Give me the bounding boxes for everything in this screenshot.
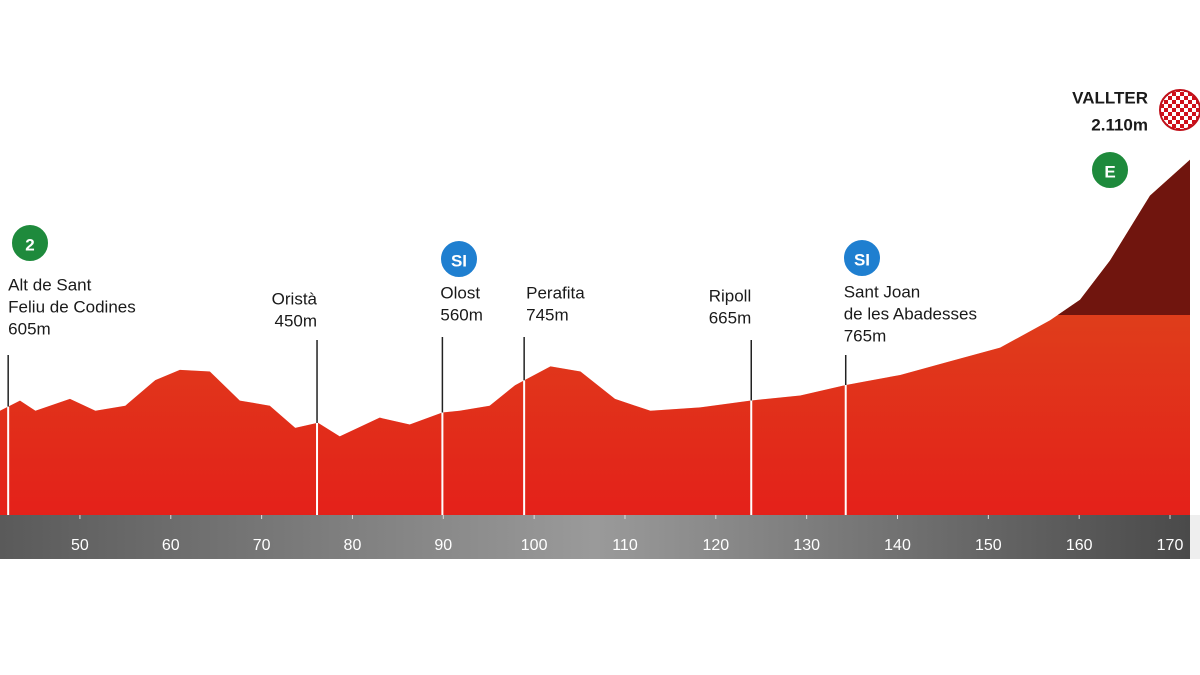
finish-flag [1159,89,1200,131]
x-tick-label: 90 [434,537,452,554]
x-tick-label: 60 [162,537,180,554]
waypoint-name: Oristà [272,289,318,308]
climb-badge [439,239,479,279]
waypoint-elevation: 450m [274,311,317,330]
waypoint-name: Olost [440,283,480,302]
profile-area [0,159,1190,515]
waypoint-elevation: 560m [440,305,483,324]
steep-section [0,159,1190,315]
waypoint-name: de les Abadesses [844,304,977,323]
climb-badge-label: SI [451,251,467,270]
waypoint-elevation: 605m [8,319,51,338]
waypoint-name: Sant Joan [844,282,921,301]
x-axis-end [1190,515,1200,559]
waypoint-elevation: 765m [844,326,887,345]
climb-badge [1090,150,1130,190]
waypoint-name: Alt de Sant [8,275,91,294]
x-tick-label: 130 [793,537,820,554]
waypoint-name: Perafita [526,283,585,302]
x-tick-label: 160 [1066,537,1093,554]
waypoint-name: Ripoll [709,286,752,305]
waypoint-elevation: 665m [709,308,752,327]
finish-name: VALLTER [1072,88,1148,107]
finish-elevation: 2.110m [1091,115,1148,134]
climb-badge [10,223,50,263]
climb-badge-label: SI [854,250,870,269]
x-tick-label: 70 [253,537,271,554]
x-tick-label: 100 [521,537,548,554]
x-tick-label: 50 [71,537,89,554]
x-tick-label: 120 [702,537,729,554]
climb-badge-label: E [1104,162,1115,181]
x-tick-label: 110 [612,537,638,554]
color-tint [0,159,1190,515]
waypoint-name: Feliu de Codines [8,297,136,316]
climb-badge [842,238,882,278]
x-tick-label: 150 [975,537,1002,554]
x-tick-label: 80 [344,537,362,554]
x-tick-label: 170 [1157,537,1184,554]
x-axis-band [0,515,1190,559]
climb-badge-label: 2 [25,235,34,254]
x-tick-label: 140 [884,537,911,554]
waypoint-elevation: 745m [526,305,569,324]
